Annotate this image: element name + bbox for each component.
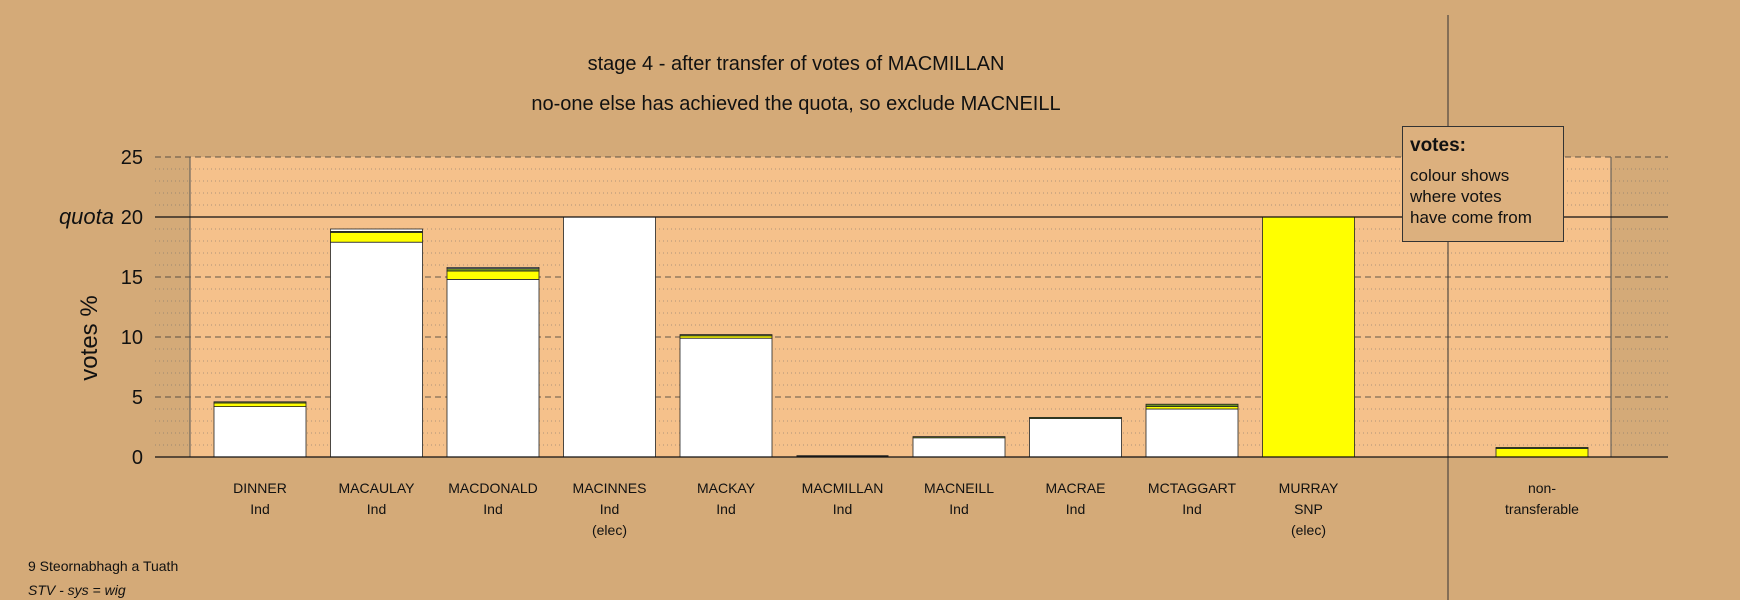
chart-title: stage 4 - after transfer of votes of MAC… [587, 53, 1005, 75]
category-name-label: MURRAY [1279, 480, 1339, 496]
category-party-label: Ind [716, 501, 735, 517]
category-name-label: MACAULAY [339, 480, 416, 496]
bars-layer [213, 216, 1589, 458]
bar-segment [679, 334, 773, 337]
category-party-label: SNP [1294, 501, 1323, 517]
bar-segment [1029, 416, 1122, 419]
bar-segment [213, 401, 307, 404]
nontransferable-label: non- [1528, 480, 1556, 496]
plot-area [190, 157, 1611, 457]
bar-segment [679, 337, 773, 458]
nontransferable-bar-segment [1495, 448, 1589, 458]
category-note-label: (elec) [1291, 522, 1326, 538]
labels-layer: DINNER Ind MACAULAY Ind MACDONALD Ind MACINNES… [59, 147, 1579, 538]
bar-segment [1145, 408, 1239, 458]
bar-segment [213, 406, 307, 458]
nontransferable-label: transferable [1505, 501, 1579, 517]
category-party-label: Ind [1182, 501, 1201, 517]
y-tick-label: 15 [121, 267, 143, 289]
category-party-label: Ind [949, 501, 968, 517]
bar-segment [446, 270, 540, 280]
legend-line: colour shows [1410, 166, 1510, 185]
y-tick-label: 10 [121, 327, 143, 349]
bar-segment [446, 278, 540, 458]
bar-segment [213, 402, 307, 407]
category-party-label: Ind [483, 501, 502, 517]
legend-title: votes: [1410, 135, 1466, 156]
bar-segment [330, 241, 423, 458]
category-name-label: MACINNES [573, 480, 647, 496]
bar-segment [912, 436, 1006, 439]
category-name-label: MACKAY [697, 480, 756, 496]
bar-segment [1029, 418, 1122, 458]
y-tick-label: 5 [132, 387, 143, 409]
legend-line: have come from [1410, 208, 1532, 227]
bar-segment [330, 228, 423, 232]
category-name-label: MACNEILL [924, 480, 994, 496]
category-party-label: Ind [367, 501, 386, 517]
category-party-label: Ind [250, 501, 269, 517]
category-party-label: Ind [600, 501, 619, 517]
bar-segment [1145, 403, 1239, 408]
bar-segment [1262, 216, 1355, 458]
system-label: STV - sys = wig [28, 582, 126, 598]
category-name-label: MCTAGGART [1148, 480, 1237, 496]
bar-segment [446, 266, 540, 269]
category-name-label: DINNER [233, 480, 287, 496]
chart-subtitle: no-one else has achieved the quota, so e… [531, 93, 1061, 115]
nontransferable-bar-segment [1495, 446, 1589, 449]
constituency-label: 9 Steornabhagh a Tuath [28, 558, 179, 574]
quota-label: quota [59, 204, 114, 229]
category-name-label: MACMILLAN [802, 480, 884, 496]
y-axis-label: votes % [76, 295, 103, 380]
category-party-label: Ind [1066, 501, 1085, 517]
y-tick-label: 20 [121, 207, 143, 229]
category-party-label: Ind [833, 501, 852, 517]
y-tick-label: 25 [121, 147, 143, 169]
category-name-label: MACDONALD [448, 480, 537, 496]
y-tick-label: 0 [132, 447, 143, 469]
bar-segment [912, 437, 1006, 458]
legend-line: where votes [1410, 187, 1502, 206]
bar-segment [563, 216, 656, 458]
legend-box: votes: colour shows where votes have com… [1402, 126, 1564, 242]
category-name-label: MACRAE [1046, 480, 1106, 496]
category-note-label: (elec) [592, 522, 627, 538]
bar-segment [330, 232, 423, 243]
